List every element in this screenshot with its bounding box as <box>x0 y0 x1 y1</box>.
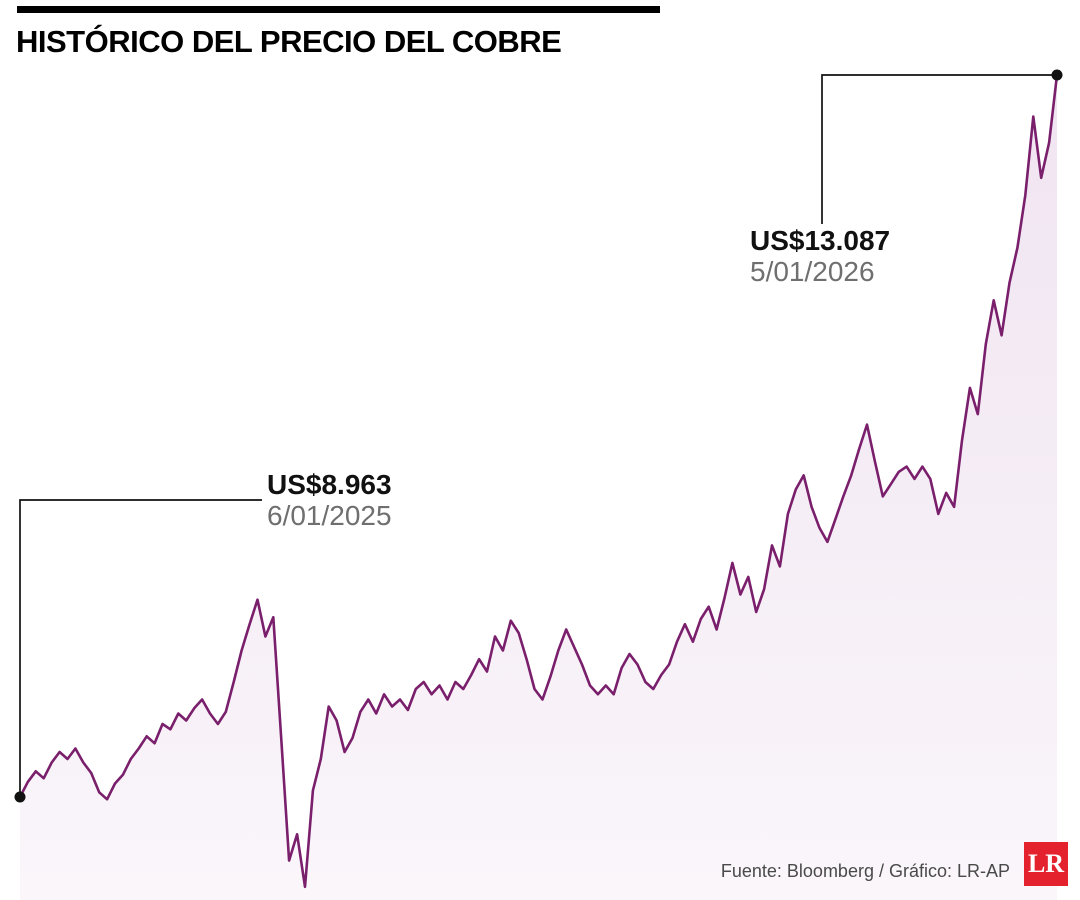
top-rule <box>17 6 660 13</box>
annotation-start: US$8.963 6/01/2025 <box>267 469 392 532</box>
start-price-label: US$8.963 <box>267 469 392 500</box>
end-price-label: US$13.087 <box>750 225 891 256</box>
page-title: HISTÓRICO DEL PRECIO DEL COBRE <box>16 24 562 59</box>
callout-line-start <box>19 499 262 797</box>
lr-logo: LR <box>1024 842 1068 886</box>
price-line <box>18 73 1059 889</box>
source-credit: Fuente: Bloomberg / Gráfico: LR-AP <box>720 861 1010 881</box>
start-point-dot <box>14 791 26 803</box>
end-date-label: 5/01/2026 <box>750 256 875 287</box>
annotation-end: US$13.087 5/01/2026 <box>750 225 890 288</box>
lr-logo-text: LR <box>1027 849 1065 878</box>
callout-line-end <box>821 74 1052 224</box>
footer: Fuente: Bloomberg / Gráfico: LR-AP LR <box>721 842 1068 886</box>
end-point-dot <box>1051 69 1063 81</box>
area-fill <box>20 75 1057 900</box>
start-date-label: 6/01/2025 <box>267 500 392 531</box>
